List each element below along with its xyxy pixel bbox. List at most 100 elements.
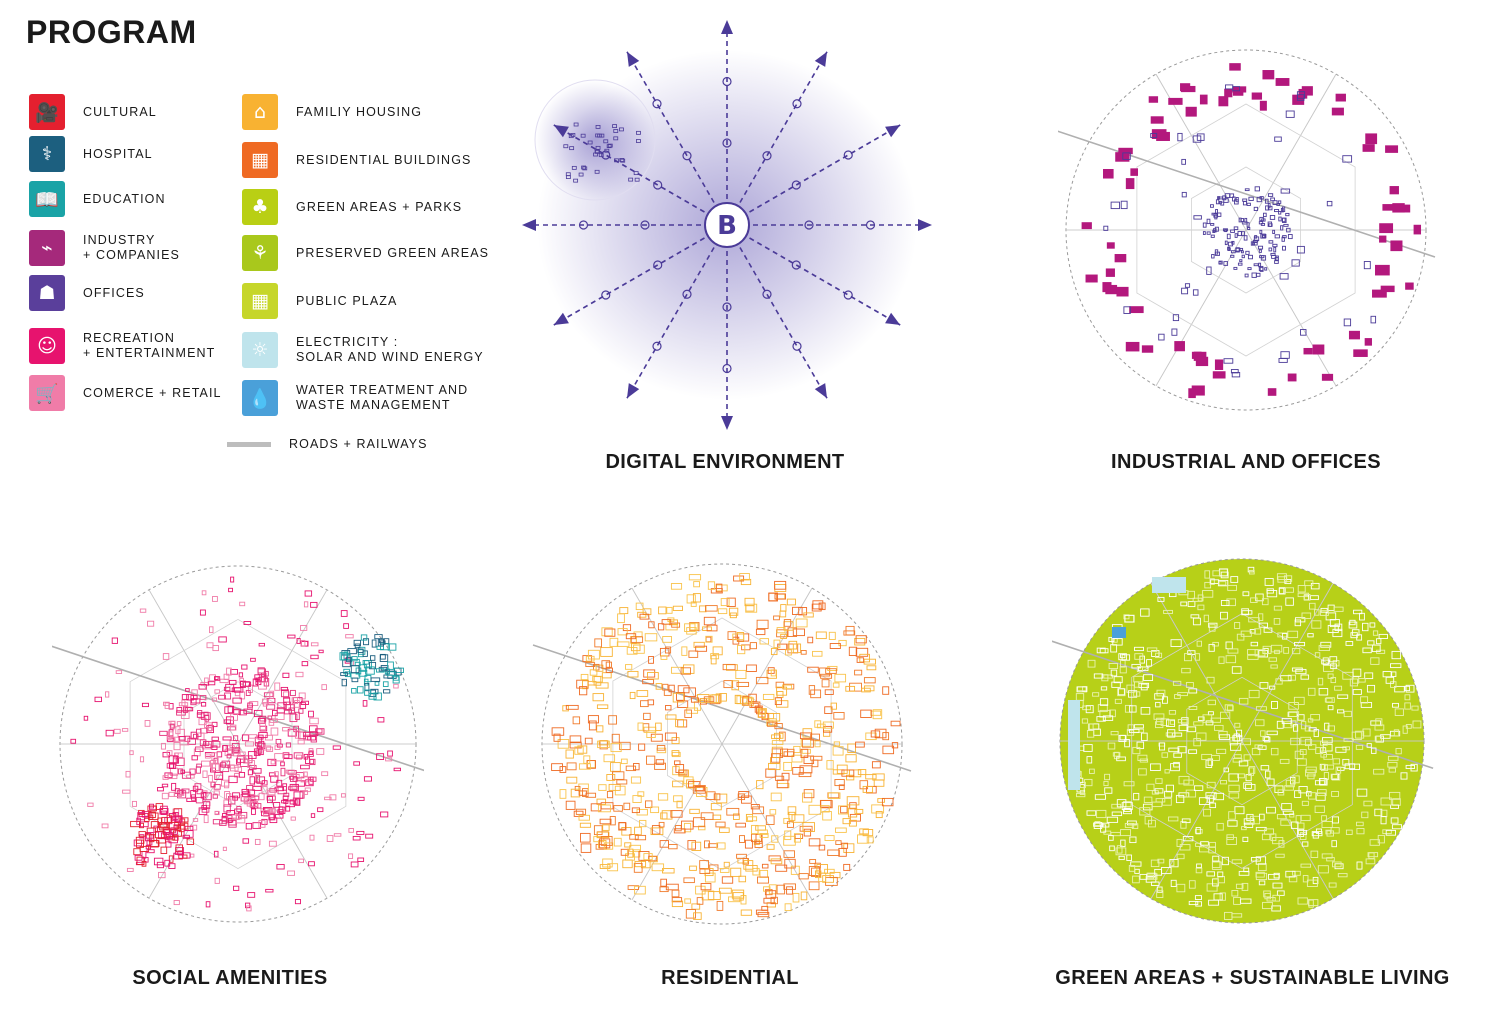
building-block (728, 607, 739, 616)
branch-icon: ⚘ (242, 235, 278, 271)
building-block (815, 870, 822, 879)
building-block (565, 704, 579, 710)
book-icon: 📖 (29, 181, 65, 217)
building-block (296, 638, 301, 644)
building-block (225, 745, 235, 750)
building-block (735, 822, 746, 828)
building-block (168, 855, 174, 863)
building-block (1337, 694, 1349, 699)
building-block (1288, 711, 1300, 717)
building-block (1310, 850, 1319, 858)
building-block (156, 837, 166, 844)
building-block (603, 842, 614, 850)
building-block (295, 754, 303, 760)
building-block (1170, 639, 1182, 647)
industrial-block (1180, 83, 1191, 92)
building-block (1378, 633, 1388, 639)
building-block (1301, 800, 1309, 806)
legend-item-education: 📖 EDUCATION (29, 181, 166, 217)
building-block (1314, 609, 1320, 616)
building-block (872, 709, 883, 720)
building-block (816, 723, 826, 729)
building-block (179, 740, 190, 746)
building-block (1244, 273, 1249, 278)
building-block (1108, 636, 1115, 642)
building-block (231, 742, 240, 752)
building-block (795, 618, 808, 628)
building-block (343, 651, 349, 660)
building-block (160, 823, 169, 829)
building-block (141, 860, 147, 867)
building-block (1177, 132, 1183, 142)
building-block (1150, 859, 1160, 868)
building-block (309, 717, 319, 725)
building-block (145, 832, 154, 839)
building-block (1364, 672, 1374, 680)
building-block (1276, 573, 1287, 581)
building-block (637, 722, 644, 731)
building-block (855, 635, 867, 644)
building-block (245, 822, 253, 830)
building-block (169, 763, 177, 769)
industrial-block (1275, 78, 1290, 86)
building-block (1306, 879, 1318, 887)
building-block (780, 604, 787, 612)
building-block (670, 810, 683, 818)
building-block (192, 818, 199, 822)
building-block (683, 822, 692, 833)
industrial-base (1058, 49, 1436, 411)
building-block (205, 901, 211, 908)
building-block (170, 829, 178, 835)
building-block (1280, 675, 1292, 682)
building-block (1210, 204, 1214, 208)
building-block (1168, 860, 1175, 867)
legend-item-family-housing: ⌂ FAMILIY HOUSING (242, 94, 422, 130)
building-block (1196, 863, 1202, 869)
building-block (281, 689, 289, 698)
building-block (333, 833, 342, 837)
building-block (226, 754, 232, 759)
building-block (1205, 759, 1213, 768)
node-icon (653, 260, 663, 270)
building-block (565, 749, 574, 759)
building-block (1285, 597, 1294, 606)
building-block (1284, 785, 1294, 791)
building-block (1089, 768, 1095, 774)
building-block (846, 774, 855, 781)
building-block (1385, 829, 1396, 836)
building-block (693, 581, 700, 588)
building-block (1329, 619, 1340, 628)
building-block (877, 798, 885, 803)
legend-label-electricity: ELECTRICITY : SOLAR AND WIND ENERGY (296, 335, 484, 364)
building-block (664, 646, 672, 654)
building-block (233, 748, 241, 757)
building-block (309, 834, 315, 841)
building-block (1274, 785, 1284, 793)
building-block (671, 889, 680, 898)
building-block (183, 830, 194, 838)
signal-ray (626, 247, 715, 399)
building-block (570, 788, 581, 798)
building-block (854, 637, 866, 646)
building-block (846, 796, 860, 806)
building-block (609, 816, 616, 826)
building-block (715, 583, 723, 593)
building-block (1231, 859, 1243, 864)
building-block (297, 739, 305, 745)
building-block (171, 782, 177, 791)
building-block (359, 664, 367, 672)
building-block (783, 835, 796, 846)
building-block (1268, 240, 1274, 244)
building-block (630, 643, 641, 652)
building-block (248, 734, 258, 739)
digital-node-cluster (613, 136, 619, 141)
building-block (1266, 778, 1275, 786)
building-block (1391, 824, 1402, 830)
building-block (1395, 748, 1402, 755)
building-block (861, 687, 871, 693)
building-block (776, 782, 790, 789)
building-block (1313, 729, 1319, 738)
building-block (265, 888, 274, 893)
building-block (1139, 873, 1148, 880)
building-block (769, 809, 777, 815)
